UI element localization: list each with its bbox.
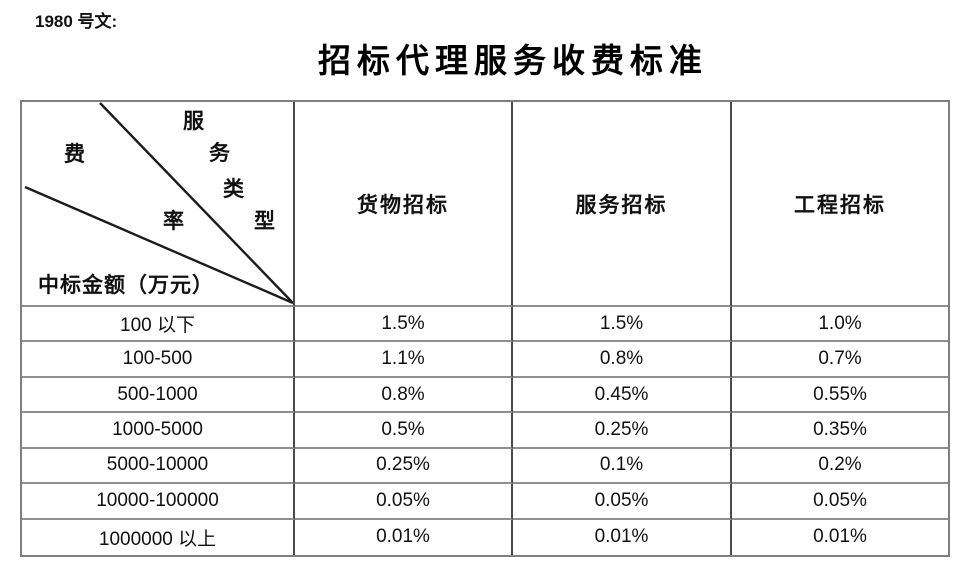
doc-number: 1980 号文: — [35, 12, 118, 31]
row-label: 5000-10000 — [22, 448, 295, 485]
corner-service-type-char: 类 — [223, 177, 244, 201]
corner-row-axis-label: 中标金额（万元） — [38, 273, 214, 297]
row-label: 100-500 — [22, 342, 295, 378]
fee-cell: 0.5% — [295, 413, 513, 449]
fee-cell: 0.7% — [732, 342, 948, 378]
fee-cell: 0.05% — [732, 484, 948, 520]
fee-cell: 0.1% — [513, 448, 732, 485]
diagonal-divider-lines — [24, 102, 293, 305]
corner-service-type-char: 型 — [254, 209, 275, 233]
fee-cell: 0.25% — [513, 413, 732, 449]
fee-cell: 0.01% — [295, 519, 513, 555]
fee-cell: 0.25% — [295, 448, 513, 485]
corner-fee-rate-char: 费 — [64, 142, 85, 166]
corner-fee-rate-char: 率 — [163, 209, 184, 233]
row-label: 500-1000 — [22, 377, 295, 414]
table-corner-cell: 服 务 类 型 费 率 中标金额（万元） — [22, 102, 295, 307]
row-label: 1000000 以上 — [22, 519, 295, 555]
row-label: 10000-100000 — [22, 484, 295, 520]
fee-cell: 0.8% — [513, 342, 732, 378]
fee-cell: 0.05% — [513, 484, 732, 520]
fee-cell: 0.05% — [295, 484, 513, 520]
fee-cell: 0.2% — [732, 449, 948, 485]
fee-cell: 1.0% — [732, 307, 948, 343]
page-title: 招标代理服务收费标准 — [318, 44, 708, 80]
row-label: 1000-5000 — [22, 413, 295, 449]
column-header-services-bidding: 服务招标 — [513, 102, 732, 307]
fee-cell: 1.5% — [295, 307, 513, 343]
fee-cell: 0.55% — [732, 378, 948, 414]
column-header-works-bidding: 工程招标 — [732, 102, 948, 307]
fee-cell: 0.45% — [513, 377, 732, 414]
fee-cell: 0.35% — [732, 413, 948, 449]
fee-cell: 0.01% — [813, 526, 867, 548]
fee-table: 服 务 类 型 费 率 中标金额（万元） 货物招标 服务招标 工程招标 100 … — [20, 100, 950, 557]
fee-cell: 0.8% — [295, 377, 513, 414]
corner-service-type-char: 务 — [209, 141, 230, 165]
fee-cell: 1.5% — [513, 307, 732, 343]
column-header-goods-bidding: 货物招标 — [295, 102, 513, 307]
fee-cell: 0.01% — [513, 519, 732, 555]
corner-service-type-char: 服 — [183, 109, 204, 133]
row-label: 100 以下 — [22, 307, 295, 343]
fee-cell: 1.1% — [295, 342, 513, 378]
